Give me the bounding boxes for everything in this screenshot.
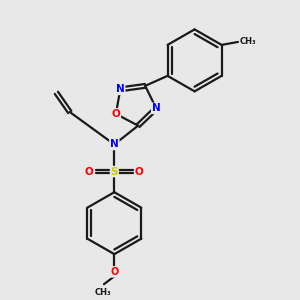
- Text: N: N: [116, 84, 124, 94]
- Text: S: S: [111, 167, 118, 177]
- Text: O: O: [85, 167, 94, 177]
- Text: O: O: [112, 109, 120, 119]
- Text: N: N: [110, 140, 119, 149]
- Text: N: N: [152, 103, 161, 113]
- Text: CH₃: CH₃: [94, 288, 111, 297]
- Text: O: O: [110, 267, 118, 277]
- Text: O: O: [135, 167, 144, 177]
- Text: CH₃: CH₃: [239, 38, 256, 46]
